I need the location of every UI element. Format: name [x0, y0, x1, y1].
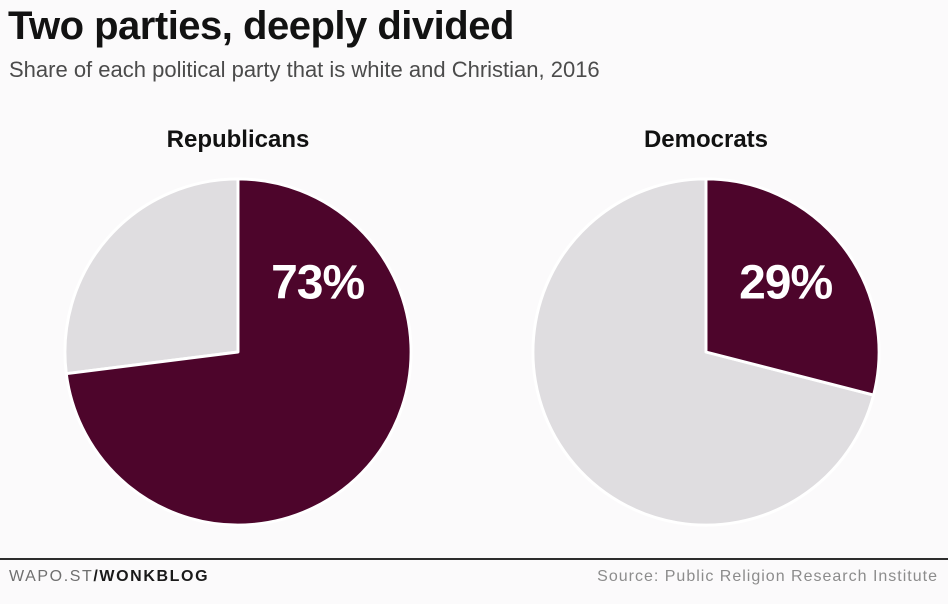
- value-label-democrats: 29%: [739, 256, 833, 310]
- pie-republicans: [63, 177, 413, 527]
- pie-slice-republicans-other: [63, 177, 240, 376]
- source-credit: Source: Public Religion Research Institu…: [597, 568, 938, 585]
- brand-bold: /WONKBLOG: [93, 568, 210, 585]
- brand-wordmark: WAPO.ST/WONKBLOG: [9, 568, 209, 586]
- footer-divider: [0, 558, 948, 560]
- pie-slice-democrats-white-christian: [704, 177, 881, 397]
- pie-chart-republicans: 73%: [61, 175, 415, 529]
- page-title: Two parties, deeply divided: [8, 4, 514, 48]
- pie-chart-democrats: 29%: [529, 175, 883, 529]
- page-subtitle: Share of each political party that is wh…: [9, 57, 600, 82]
- pie-slice-democrats-other: [531, 177, 876, 527]
- pie-slice-republicans-white-christian: [64, 177, 413, 527]
- chart-label-republicans: Republicans: [166, 126, 310, 153]
- value-label-republicans: 73%: [271, 256, 365, 310]
- brand-prefix: WAPO.ST: [9, 568, 94, 585]
- pie-democrats: [531, 177, 881, 527]
- chart-label-democrats: Democrats: [643, 126, 769, 153]
